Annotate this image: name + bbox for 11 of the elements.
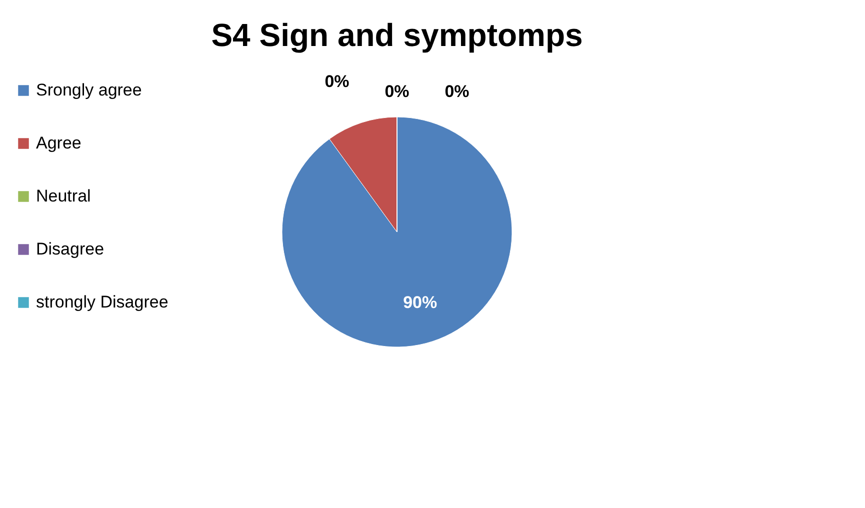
legend-label: Agree — [36, 134, 82, 152]
legend-label: Neutral — [36, 186, 91, 206]
legend-label: strongly Disagree — [36, 292, 168, 312]
text: 0% — [324, 72, 350, 91]
data-label: 90% — [403, 293, 438, 312]
legend-label: Disagree — [36, 240, 104, 258]
text: 0% — [384, 82, 410, 101]
chart-title: S4 Sign and symptomps — [211, 17, 583, 53]
legend-label: Srongly agree — [36, 80, 142, 100]
text: 0% — [444, 82, 470, 101]
pie-slice — [282, 116, 512, 348]
